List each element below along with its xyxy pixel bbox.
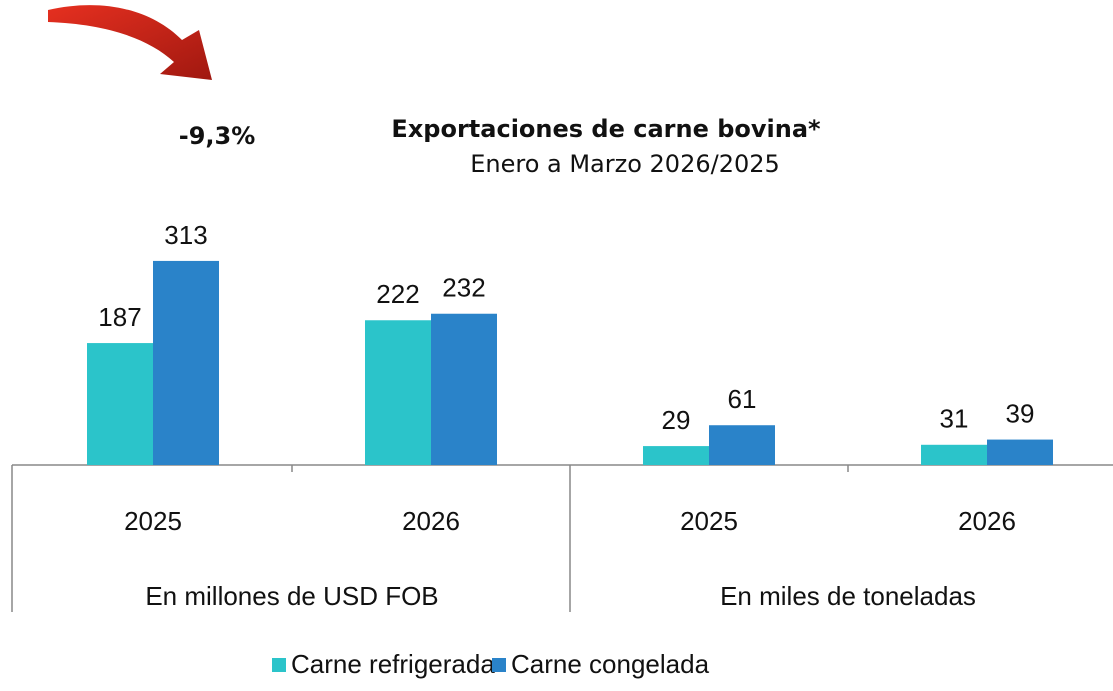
bar	[643, 446, 709, 465]
data-label: 39	[1006, 398, 1035, 428]
bar	[365, 320, 431, 465]
data-label: 222	[376, 279, 419, 309]
data-label: 29	[662, 405, 691, 435]
annotation: -9,3%	[179, 122, 256, 150]
bar	[431, 313, 497, 465]
legend-swatch	[272, 658, 286, 672]
x-tick-label: 2025	[124, 506, 182, 536]
bar	[153, 260, 219, 465]
legend-label: Carne refrigerada	[291, 649, 495, 679]
chart-subtitle: Enero a Marzo 2026/2025	[470, 150, 780, 178]
data-label: 313	[164, 220, 207, 250]
data-label: 61	[728, 384, 757, 414]
bar	[987, 439, 1053, 465]
bar	[921, 444, 987, 465]
group-label: En miles de toneladas	[720, 581, 976, 611]
red-arrow	[48, 5, 212, 80]
data-label: 232	[442, 273, 485, 303]
x-tick-label: 2026	[958, 506, 1016, 536]
data-label: 31	[940, 404, 969, 434]
group-label: En millones de USD FOB	[145, 581, 438, 611]
chart-title: Exportaciones de carne bovina*	[391, 115, 821, 143]
legend-label: Carne congelada	[511, 649, 710, 679]
x-tick-label: 2026	[402, 506, 460, 536]
x-tick-label: 2025	[680, 506, 738, 536]
bar	[87, 343, 153, 465]
data-label: 187	[98, 302, 141, 332]
legend-swatch	[492, 658, 506, 672]
bar	[709, 425, 775, 465]
